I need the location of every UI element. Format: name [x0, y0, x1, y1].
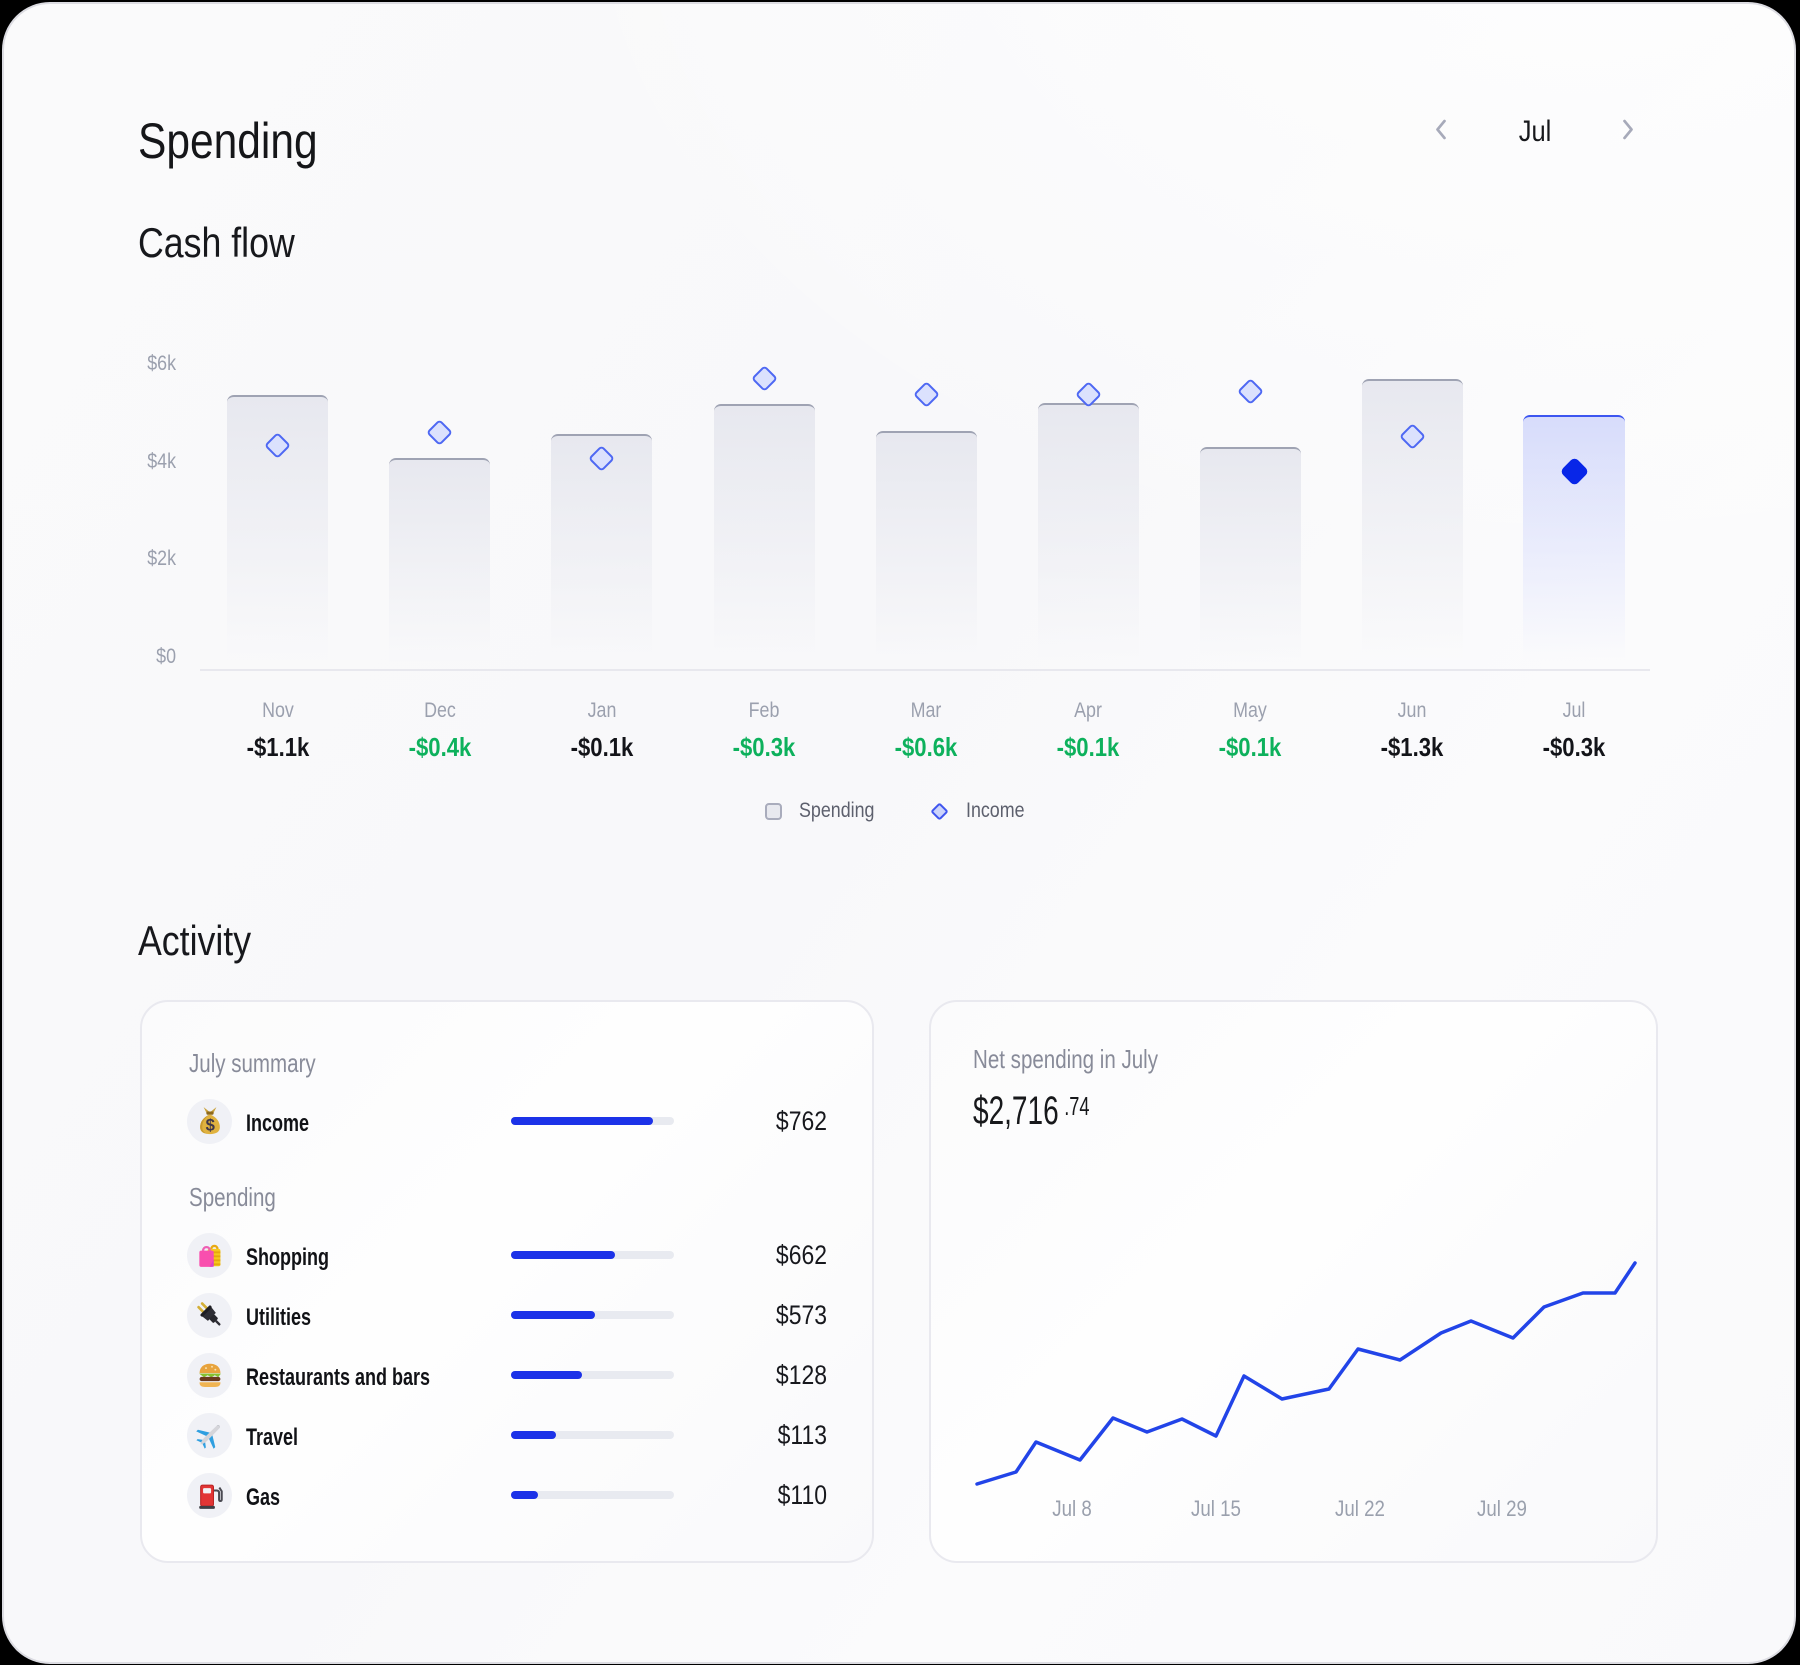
svg-text:$: $ — [205, 1115, 215, 1134]
